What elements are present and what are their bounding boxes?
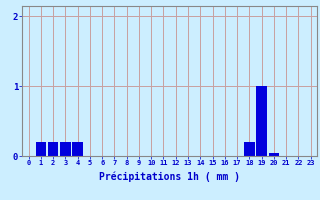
Bar: [269, 153, 279, 156]
X-axis label: Précipitations 1h ( mm ): Précipitations 1h ( mm ): [99, 172, 240, 182]
Bar: [72, 142, 83, 156]
Bar: [48, 142, 58, 156]
Bar: [60, 142, 70, 156]
Bar: [36, 142, 46, 156]
Bar: [256, 86, 267, 156]
Bar: [244, 142, 254, 156]
